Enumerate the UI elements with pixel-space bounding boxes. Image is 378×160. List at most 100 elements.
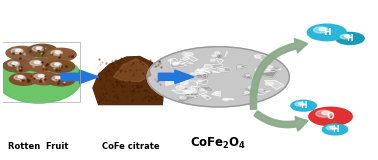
Polygon shape <box>237 65 246 69</box>
FancyArrowPatch shape <box>254 111 307 131</box>
Polygon shape <box>243 74 251 79</box>
Circle shape <box>55 51 60 53</box>
Circle shape <box>224 99 228 101</box>
Circle shape <box>34 74 45 79</box>
Polygon shape <box>246 88 265 94</box>
Text: Rotten  Fruit: Rotten Fruit <box>8 142 69 151</box>
Polygon shape <box>203 64 223 71</box>
Circle shape <box>188 88 195 91</box>
Polygon shape <box>180 59 193 64</box>
Circle shape <box>307 24 346 41</box>
Circle shape <box>52 76 62 80</box>
Circle shape <box>3 59 33 72</box>
Ellipse shape <box>0 54 82 103</box>
Circle shape <box>56 77 60 79</box>
Circle shape <box>267 66 273 68</box>
Circle shape <box>6 46 37 60</box>
Circle shape <box>29 72 59 85</box>
Circle shape <box>344 35 349 37</box>
Circle shape <box>248 86 255 89</box>
Circle shape <box>183 90 189 93</box>
Polygon shape <box>177 95 196 103</box>
Text: H: H <box>323 28 331 37</box>
Circle shape <box>46 60 74 72</box>
Circle shape <box>319 28 326 31</box>
Circle shape <box>202 68 209 72</box>
Circle shape <box>25 58 56 72</box>
Circle shape <box>28 44 57 57</box>
Circle shape <box>340 34 351 39</box>
Circle shape <box>15 49 21 52</box>
Circle shape <box>238 66 241 68</box>
Circle shape <box>14 75 25 80</box>
Circle shape <box>190 73 197 76</box>
Text: CoFe citrate: CoFe citrate <box>102 142 159 151</box>
FancyArrow shape <box>61 70 99 84</box>
Circle shape <box>210 59 215 61</box>
Circle shape <box>166 80 171 82</box>
Circle shape <box>322 124 348 135</box>
Polygon shape <box>173 62 186 64</box>
Circle shape <box>11 48 23 54</box>
FancyArrow shape <box>158 70 194 84</box>
Polygon shape <box>113 59 151 82</box>
Circle shape <box>181 82 188 85</box>
Circle shape <box>263 69 271 72</box>
Polygon shape <box>181 89 198 96</box>
Polygon shape <box>194 69 212 77</box>
Text: H: H <box>301 101 307 110</box>
Polygon shape <box>265 80 284 89</box>
Circle shape <box>265 82 273 85</box>
Circle shape <box>172 63 178 65</box>
Text: H: H <box>332 125 338 134</box>
Circle shape <box>330 126 335 128</box>
Circle shape <box>326 126 336 130</box>
Circle shape <box>51 50 62 55</box>
Polygon shape <box>93 56 164 105</box>
Circle shape <box>180 78 187 81</box>
Circle shape <box>246 75 249 76</box>
Circle shape <box>30 60 42 65</box>
Circle shape <box>47 74 75 86</box>
Polygon shape <box>242 91 256 96</box>
Circle shape <box>180 96 186 99</box>
Polygon shape <box>217 68 231 72</box>
Circle shape <box>295 102 305 106</box>
Polygon shape <box>181 88 196 97</box>
Circle shape <box>18 76 23 78</box>
Circle shape <box>185 52 193 56</box>
Polygon shape <box>195 70 211 74</box>
Circle shape <box>32 46 43 51</box>
Circle shape <box>203 95 207 97</box>
Circle shape <box>258 68 263 70</box>
Polygon shape <box>256 67 259 72</box>
Polygon shape <box>225 51 228 57</box>
Circle shape <box>212 55 216 56</box>
Text: O: O <box>327 112 335 121</box>
FancyArrowPatch shape <box>251 39 307 109</box>
Polygon shape <box>180 80 198 87</box>
Circle shape <box>215 92 218 94</box>
Circle shape <box>51 62 62 67</box>
Circle shape <box>36 47 42 49</box>
Circle shape <box>174 63 178 65</box>
Polygon shape <box>170 62 187 68</box>
Text: H: H <box>347 34 353 43</box>
Circle shape <box>9 73 38 85</box>
Circle shape <box>200 89 204 91</box>
Polygon shape <box>182 52 198 61</box>
Circle shape <box>255 56 261 58</box>
Circle shape <box>186 91 192 93</box>
Circle shape <box>219 69 225 71</box>
Polygon shape <box>197 68 220 72</box>
Circle shape <box>314 27 328 33</box>
Polygon shape <box>198 88 212 90</box>
Circle shape <box>183 57 189 60</box>
Polygon shape <box>222 98 234 100</box>
Circle shape <box>168 60 173 62</box>
Polygon shape <box>201 95 211 100</box>
Circle shape <box>38 75 44 77</box>
Circle shape <box>34 61 40 64</box>
Polygon shape <box>256 90 271 95</box>
Circle shape <box>316 110 332 117</box>
